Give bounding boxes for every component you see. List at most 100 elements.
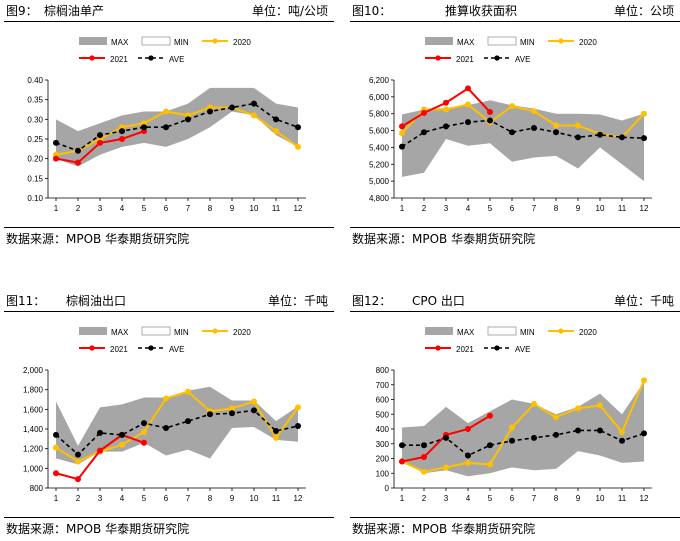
data-point-ave [119,128,125,135]
x-tick-label: 8 [208,494,213,503]
data-point-ave [273,427,279,434]
data-point-ave [553,431,559,438]
legend-min-label: MIN [520,38,535,47]
data-point-2021 [399,458,405,465]
data-point-2020 [531,400,537,407]
y-tick-label: 4,800 [369,194,390,203]
data-point-2021 [75,159,81,166]
legend-2020-label: 2020 [579,38,597,47]
x-tick-label: 12 [294,204,303,213]
data-point-ave [251,407,257,414]
data-point-2020 [141,428,147,435]
legend-max-label: MAX [111,38,129,47]
series-line-2020 [401,379,645,473]
x-tick-label: 7 [186,494,191,503]
y-tick-label: 5,600 [369,127,390,136]
x-tick-label: 5 [488,494,493,503]
legend-2021-marker [89,55,95,61]
data-point-ave [443,434,449,441]
x-tick-label: 9 [576,494,581,503]
y-tick-label: 5,200 [369,160,390,169]
x-tick-label: 5 [142,204,147,213]
data-point-ave [465,119,471,126]
legend-ave-label: AVE [515,345,530,354]
x-tick-label: 2 [76,494,81,503]
y-tick-label: 1,600 [23,405,44,414]
data-point-2020 [185,388,191,395]
data-point-ave [163,124,169,131]
data-point-2020 [641,110,647,117]
y-tick-label: 6,200 [369,76,390,85]
x-tick-label: 10 [596,494,605,503]
data-point-2020 [295,404,301,411]
data-point-ave [465,452,471,459]
x-tick-label: 7 [532,204,537,213]
y-tick-label: 1,400 [23,425,44,434]
x-tick-label: 11 [272,494,281,503]
source-note: 数据来源：MPOB 华泰期货研究院 [6,232,190,246]
data-point-ave [619,437,625,444]
y-tick-label: 0.25 [27,135,43,144]
y-tick-label: 6,000 [369,93,390,102]
data-point-2021 [97,447,103,454]
data-point-2021 [119,136,125,142]
legend-ave-marker [494,345,500,351]
data-point-ave [97,132,103,139]
legend-2020-label: 2020 [233,328,251,337]
legend-max-swatch [425,37,453,45]
chart-3-plot: MAX MIN 2020 2021 AVE 800 1,000 1,200 1,400 1,600… [23,326,306,503]
data-point-ave [295,124,301,131]
data-point-2020 [575,122,581,129]
x-tick-label: 3 [444,494,449,503]
data-point-2020 [399,130,405,137]
legend-2020-marker [558,38,564,44]
footer-rule [350,517,680,518]
legend-min-swatch [141,326,171,336]
data-point-ave [399,442,405,449]
legend-2021-label: 2021 [110,345,128,354]
chart-title: CPO 出口 [412,294,465,308]
data-point-ave [531,125,537,132]
x-tick-label: 12 [640,204,649,213]
data-point-ave [207,108,213,115]
header-rule [4,311,334,312]
legend-max-label: MAX [457,328,475,337]
y-tick-label: 800 [376,366,390,375]
data-point-ave [229,410,235,417]
legend-2021-marker [89,345,95,351]
data-point-2020 [421,468,427,475]
data-point-ave [207,411,213,418]
x-tick-label: 11 [272,204,281,213]
data-point-2020 [553,414,559,421]
data-point-2020 [619,428,625,435]
data-point-ave [509,129,515,136]
data-point-2021 [421,454,427,461]
x-tick-label: 9 [230,494,235,503]
y-tick-label: 5,000 [369,177,390,186]
data-point-ave [421,129,427,136]
legend-2021-label: 2021 [110,55,128,64]
data-point-2021 [53,155,59,162]
x-tick-label: 3 [98,494,103,503]
max-min-band [402,381,644,477]
y-tick-label: 500 [376,410,390,419]
legend-min-swatch [487,326,517,336]
chart-1-plot: MAX MIN 2020 2021 AVE 0.10 0.15 0.20 0.25 0.30 0.3… [27,36,306,213]
x-tick-label: 11 [618,204,627,213]
data-point-ave [421,442,427,449]
legend-2021-label: 2021 [456,345,474,354]
data-point-2020 [53,444,59,451]
legend-max-swatch [425,327,453,335]
data-point-ave [531,434,537,441]
data-point-2020 [465,459,471,466]
y-tick-label: 600 [376,396,390,405]
chart-title: 棕榈油出口 [66,294,127,308]
data-point-2020 [575,405,581,412]
data-point-2020 [163,108,169,115]
x-tick-label: 4 [120,494,125,503]
data-point-2020 [119,441,125,448]
legend-ave-marker [148,345,154,351]
data-point-ave [553,129,559,136]
series-line-ave [55,102,299,152]
data-point-ave [53,431,59,438]
